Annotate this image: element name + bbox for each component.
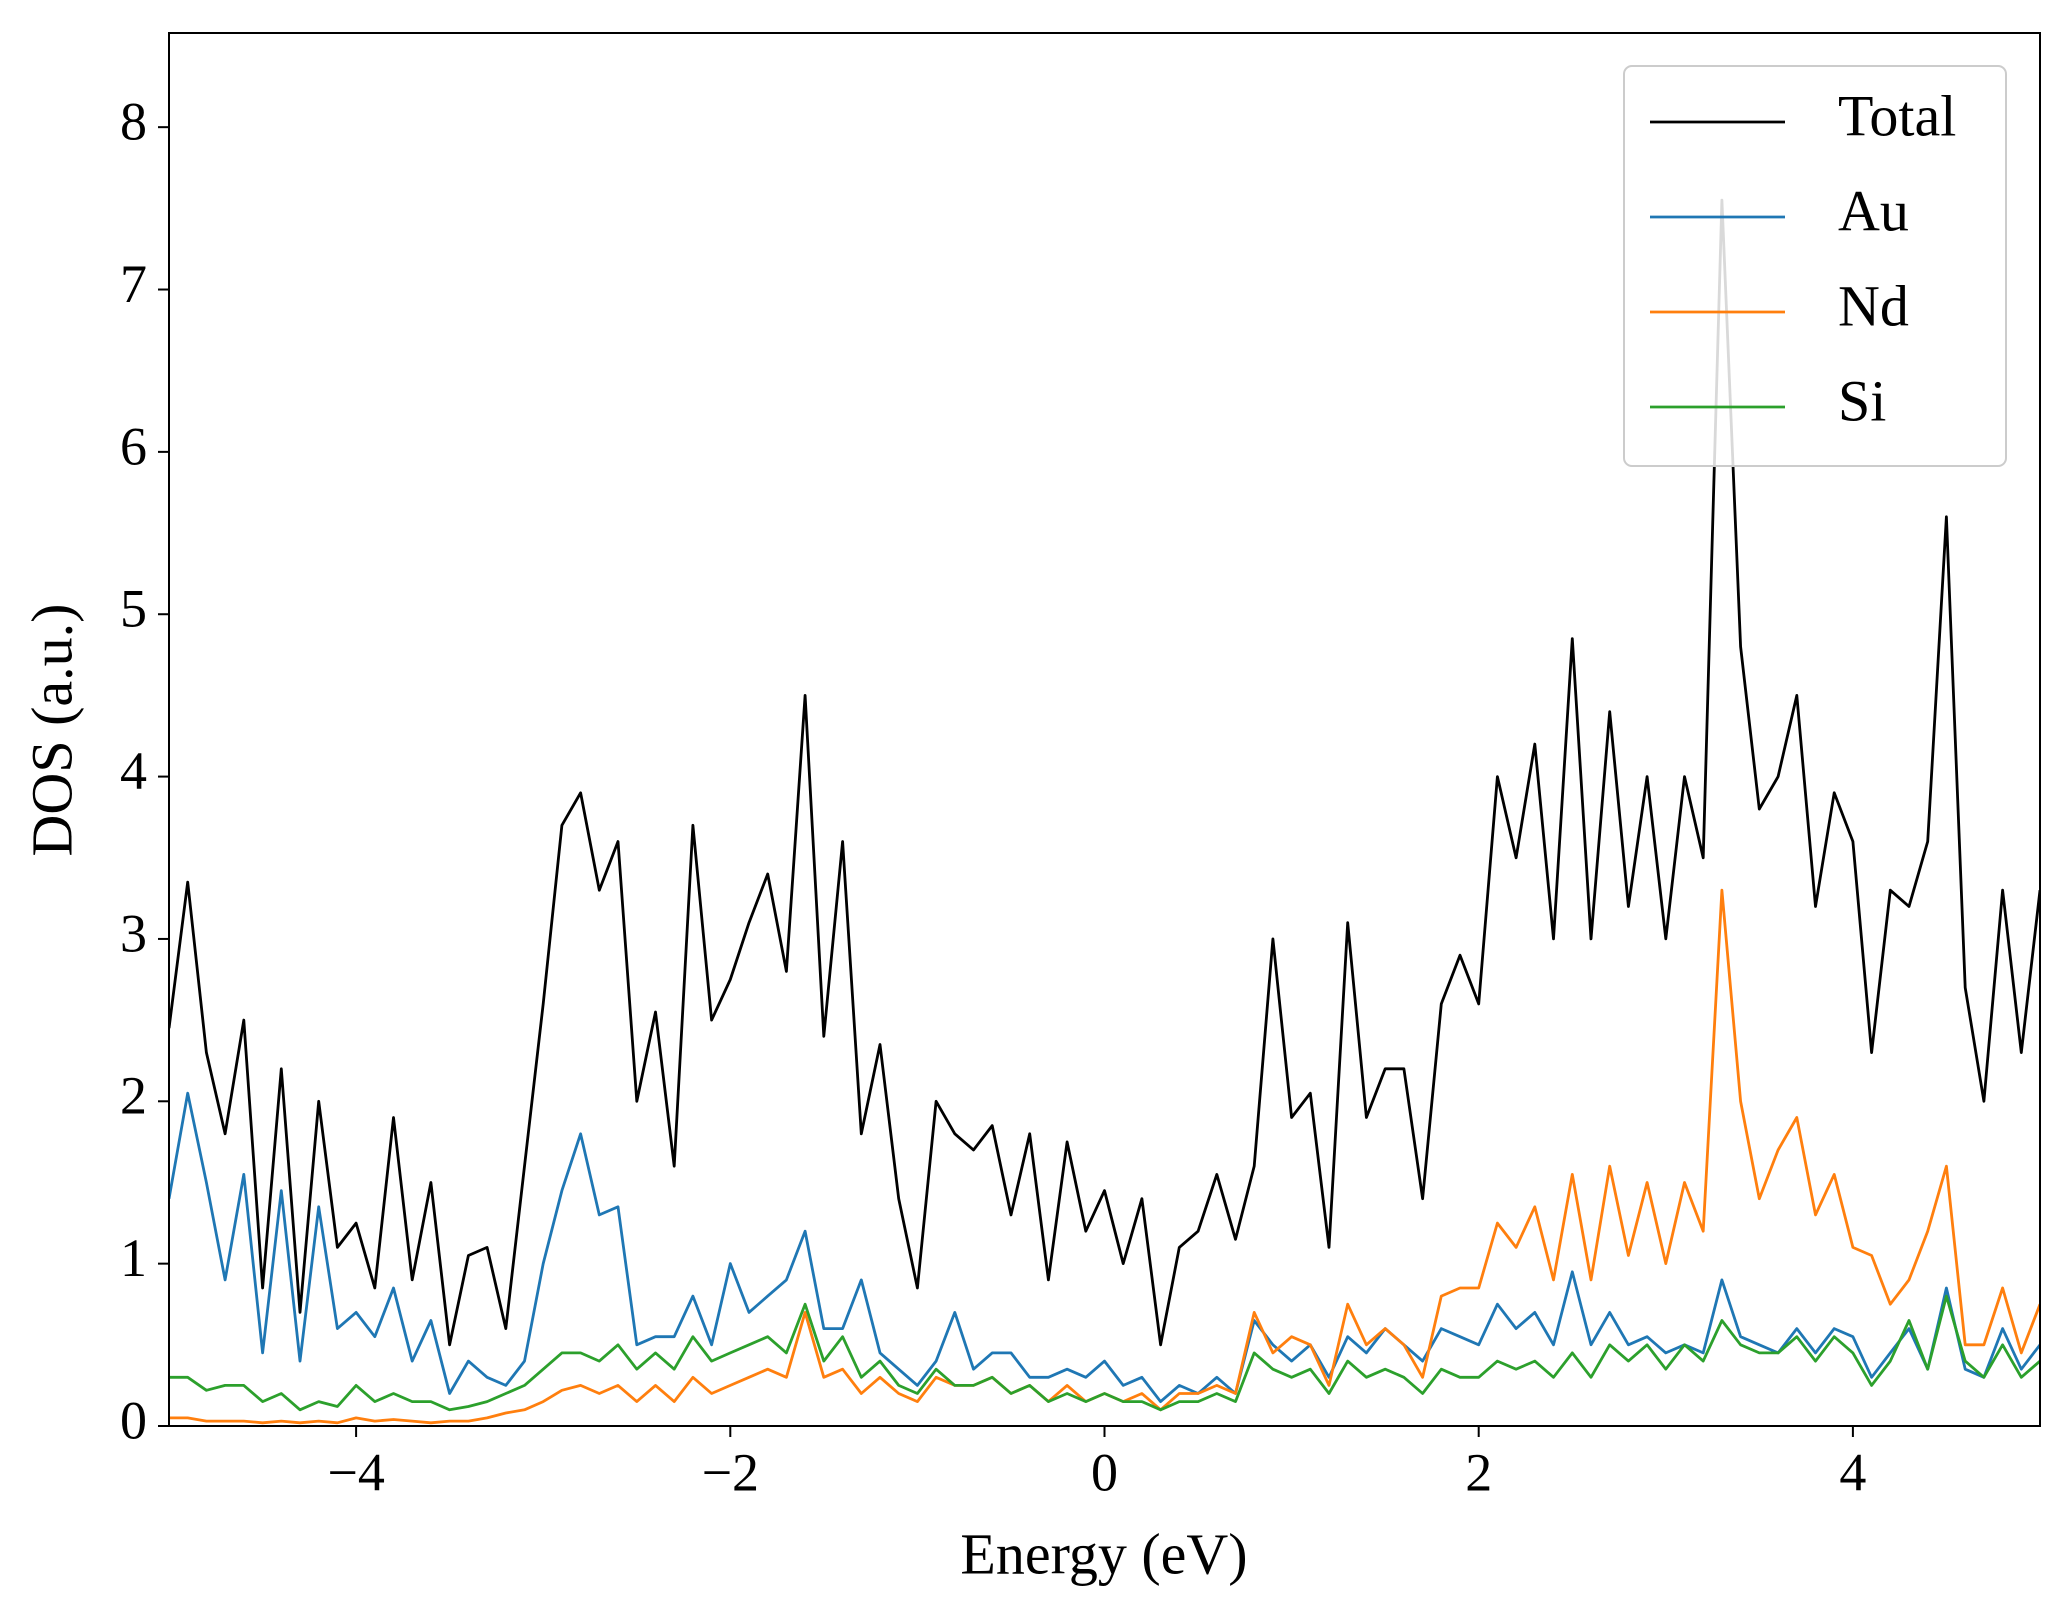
y-tick-label: 1 bbox=[120, 1228, 147, 1288]
legend-label: Au bbox=[1838, 178, 1909, 243]
y-tick-label: 7 bbox=[120, 254, 147, 314]
legend-label: Si bbox=[1838, 368, 1886, 433]
y-axis-label: DOS (a.u.) bbox=[19, 604, 84, 857]
y-tick-label: 2 bbox=[120, 1066, 147, 1126]
x-axis-label: Energy (eV) bbox=[960, 1521, 1247, 1586]
y-tick-label: 0 bbox=[120, 1390, 147, 1450]
series-line bbox=[169, 1294, 2040, 1412]
legend-label: Nd bbox=[1838, 273, 1909, 338]
x-tick-label: 4 bbox=[1839, 1442, 1866, 1502]
x-tick-label: 0 bbox=[1091, 1442, 1118, 1502]
plot-frame bbox=[168, 32, 2041, 1427]
x-tick-label: −4 bbox=[327, 1442, 384, 1502]
y-tick-label: 8 bbox=[120, 92, 147, 152]
x-tick-label: 2 bbox=[1465, 1442, 1492, 1502]
y-tick-label: 5 bbox=[120, 579, 147, 639]
legend: Total Au Nd Si bbox=[1623, 65, 2007, 467]
y-tick-label: 6 bbox=[120, 416, 147, 476]
series-line bbox=[169, 1091, 2040, 1403]
y-tick-label: 3 bbox=[120, 903, 147, 963]
legend-label: Total bbox=[1838, 83, 1956, 148]
legend-box bbox=[1623, 65, 2007, 467]
x-tick-label: −2 bbox=[702, 1442, 759, 1502]
y-tick-label: 4 bbox=[120, 741, 147, 801]
